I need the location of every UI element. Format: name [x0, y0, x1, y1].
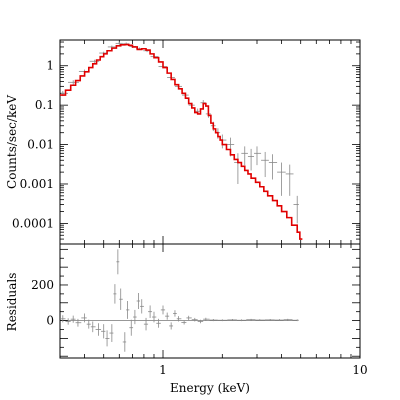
residual-point [86, 319, 91, 329]
residual-point [122, 332, 127, 352]
residual-point [129, 319, 134, 336]
residual-point [197, 319, 204, 324]
residual-point [90, 321, 96, 333]
residuals-y-tick-label: 0 [46, 314, 54, 328]
spectrum-data-errorbars [61, 41, 299, 224]
residuals-y-axis-label: Residuals [5, 273, 19, 332]
residual-point [292, 319, 299, 322]
residual-point [133, 309, 137, 325]
spectrum-y-ticks: 1 0.1 0.01 0.001 0.0001 [12, 41, 360, 245]
residual-point [116, 249, 120, 275]
residual-point [160, 305, 166, 315]
spectrum-data-point [89, 59, 100, 63]
spectrum-data-point [67, 80, 79, 85]
x-tick-label: 10 [352, 363, 367, 377]
residuals-x-ticks: 1 10 [59, 244, 368, 377]
residual-point [113, 284, 117, 304]
residual-point [209, 318, 218, 322]
residual-point [186, 315, 192, 321]
spectrum-y-tick-label: 0.001 [20, 177, 54, 191]
spectrum-y-tick-label: 0.0001 [12, 216, 54, 230]
residual-point [81, 313, 87, 323]
spectrum-data-point [234, 153, 242, 184]
residual-point [274, 319, 284, 321]
residuals-frame [59, 243, 361, 359]
spectrum-panel: 1 0.1 0.01 0.001 0.0001 Counts/sec/keV [5, 39, 361, 245]
residual-point [148, 305, 153, 318]
spectrum-data-point [220, 134, 227, 149]
residual-point [143, 317, 149, 331]
spectrum-data-point [241, 146, 248, 166]
x-axis-label: Energy (keV) [170, 381, 250, 395]
residual-point [140, 299, 144, 314]
residuals-y-tick-label: 200 [31, 278, 54, 292]
residual-point [255, 319, 265, 321]
residual-point [236, 319, 247, 322]
residual-point [101, 324, 106, 339]
residual-point [191, 317, 198, 322]
residual-point [203, 317, 210, 321]
residual-point [176, 316, 182, 322]
spectrum-x-ticks [59, 40, 361, 244]
spectrum-data-point [261, 151, 269, 178]
residual-point [75, 318, 82, 327]
residual-point [283, 318, 293, 321]
spectrum-y-tick-label: 0.1 [35, 98, 54, 112]
spectrum-data-point [293, 195, 299, 224]
residual-point [217, 319, 228, 322]
spectrum-frame [59, 39, 361, 245]
residuals-errorbars [61, 249, 299, 352]
residual-point [173, 310, 177, 317]
residual-point [70, 315, 76, 323]
residual-point [109, 324, 114, 342]
spectrum-data-point [115, 41, 123, 46]
residual-point [105, 330, 110, 347]
residual-point [181, 320, 187, 325]
residual-point [264, 318, 275, 321]
residual-point [156, 318, 161, 328]
spectrum-data-point [247, 148, 255, 171]
x-tick-label: 1 [159, 363, 167, 377]
spectrum-data-point [277, 162, 286, 196]
spectrum-y-axis-label: Counts/sec/keV [5, 95, 19, 189]
residual-point [65, 318, 71, 325]
residual-point [126, 301, 130, 319]
spectrum-data-point [254, 146, 262, 166]
spectrum-y-tick-label: 1 [46, 59, 54, 73]
residual-point [169, 322, 174, 330]
residual-point [119, 288, 123, 310]
spectrum-data-point [285, 164, 294, 196]
residual-point [95, 323, 102, 336]
residual-point [227, 318, 237, 321]
spectrum-data-point [268, 154, 278, 180]
residual-point [246, 318, 256, 321]
model-step-curve [60, 43, 303, 240]
residual-point [136, 292, 141, 310]
residual-point [61, 315, 66, 323]
residual-point [152, 311, 157, 323]
residual-point [165, 312, 170, 320]
spectrum-y-tick-label: 0.01 [27, 138, 54, 152]
